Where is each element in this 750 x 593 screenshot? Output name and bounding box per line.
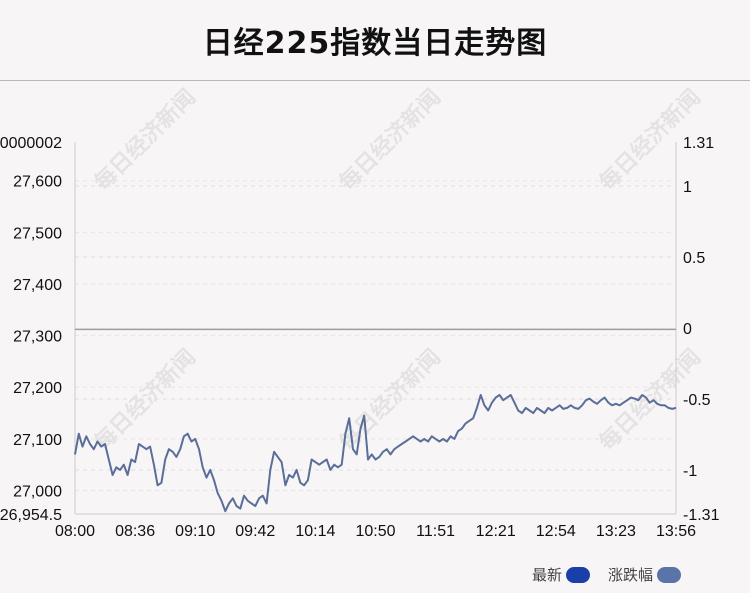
chart-title: 日经225指数当日走势图 bbox=[202, 26, 548, 61]
y-left-tick-label: 27,600 bbox=[13, 174, 62, 191]
watermark-text: 每日经济新闻 bbox=[89, 344, 201, 456]
x-tick-label: 12:54 bbox=[536, 523, 576, 540]
legend-item-latest: 最新 bbox=[532, 564, 591, 585]
legend-latest-label: 最新 bbox=[532, 566, 563, 584]
y-right-tick-label: -1 bbox=[683, 463, 697, 480]
y-left-tick-label: 27,500 bbox=[13, 225, 62, 242]
y-right-tick-label: 1 bbox=[683, 179, 692, 196]
legend-item-change: 涨跌幅 bbox=[608, 564, 682, 585]
series-layer bbox=[74, 394, 677, 513]
legend-latest-swatch bbox=[566, 566, 591, 583]
x-tick-label: 12:21 bbox=[476, 523, 516, 540]
y-right-tick-label: -1.31 bbox=[683, 507, 720, 524]
watermarks: 每日经济新闻 每日经济新闻 每日经济新闻 每日经济新闻 每日经济新闻 每日经济新… bbox=[89, 84, 706, 456]
title-divider bbox=[0, 80, 750, 81]
x-tick-label: 08:00 bbox=[55, 523, 95, 540]
y-left-tick-label: 27,400 bbox=[13, 277, 62, 294]
x-tick-label: 13:56 bbox=[656, 523, 696, 540]
x-tick-label: 09:42 bbox=[235, 523, 275, 540]
y-right-tick-label: 0.5 bbox=[683, 250, 705, 267]
grid-lines bbox=[75, 180, 676, 492]
x-tick-label: 10:14 bbox=[295, 523, 335, 540]
x-tick-label: 09:10 bbox=[175, 523, 215, 540]
y-left-tick-label: 27,300 bbox=[13, 329, 62, 346]
x-tick-label: 08:36 bbox=[115, 523, 155, 540]
y-right-tick-label: 1.31 bbox=[683, 135, 714, 152]
watermark-text: 每日经济新闻 bbox=[89, 84, 201, 196]
watermark-text: 每日经济新闻 bbox=[334, 84, 446, 196]
y-left-top-label: 0000002 bbox=[0, 135, 62, 152]
y-left-tick-label: 27,100 bbox=[13, 432, 62, 449]
x-tick-label: 11:51 bbox=[416, 523, 455, 540]
y-left-bottom-label: 26,954.5 bbox=[0, 507, 62, 524]
price-line bbox=[74, 394, 677, 513]
x-tick-label: 10:50 bbox=[355, 523, 395, 540]
legend: 最新 涨跌幅 bbox=[0, 564, 750, 584]
y-right-tick-label: -0.5 bbox=[683, 392, 711, 409]
legend-change-swatch bbox=[657, 566, 682, 583]
y-right-tick-label: 0 bbox=[683, 321, 692, 338]
x-tick-label: 13:23 bbox=[596, 523, 636, 540]
tick-labels: 0000002 27,600 27,500 27,400 27,300 27,200 27,… bbox=[0, 135, 720, 540]
y-left-tick-label: 27,000 bbox=[13, 484, 62, 501]
y-left-tick-label: 27,200 bbox=[13, 380, 62, 397]
legend-change-label: 涨跌幅 bbox=[608, 566, 654, 584]
